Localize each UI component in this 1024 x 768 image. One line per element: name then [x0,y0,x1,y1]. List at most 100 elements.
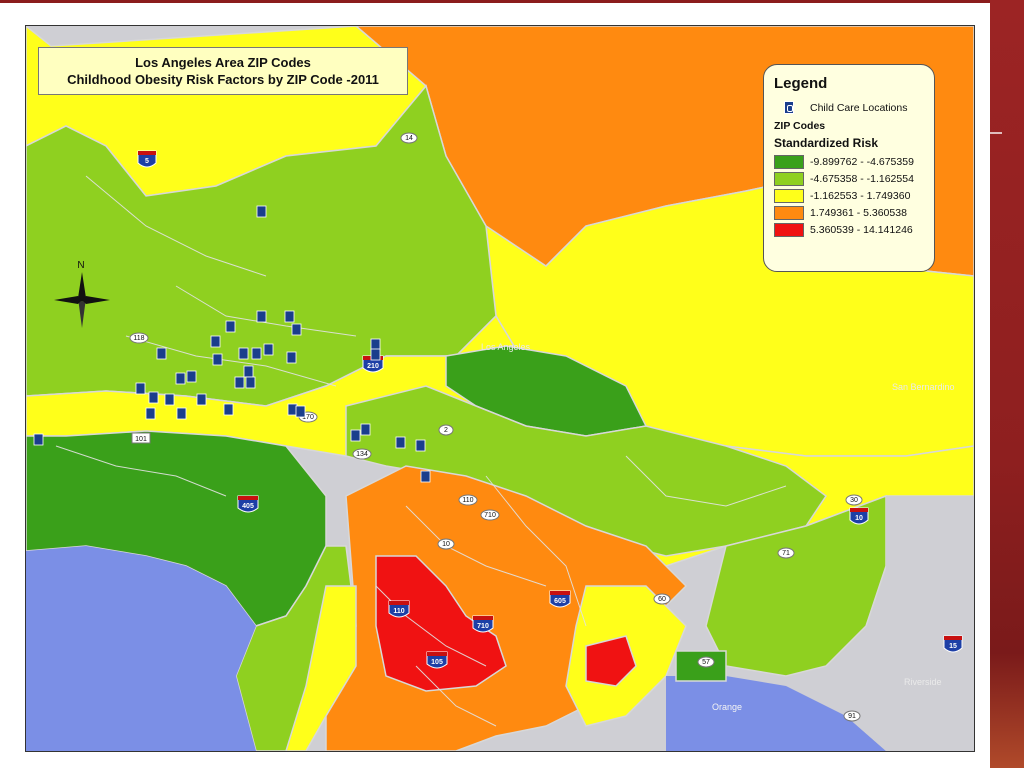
child-care-icon [284,310,295,323]
route-57: 57 [697,656,715,668]
child-care-icon [145,407,156,420]
svg-text:14: 14 [405,135,413,142]
child-care-icon [263,343,274,356]
map-title-box: Los Angeles Area ZIP Codes Childhood Obe… [38,47,408,95]
child-care-icon [148,391,159,404]
legend-swatch [774,222,804,237]
svg-text:170: 170 [302,414,314,421]
interstate-10-shield: 10 [849,507,869,525]
child-care-icon [256,310,267,323]
svg-text:405: 405 [242,503,254,510]
interstate-710-shield: 710 [472,615,494,633]
state-routes: 14 118 101 170 134 2 110 710 10 60 71 30… [129,132,863,722]
zone-very-high-east [585,635,637,687]
child-care-icon [243,365,254,378]
legend-swatch [774,171,804,186]
legend-class-label: 5.360539 - 14.141246 [810,223,913,236]
svg-text:5: 5 [145,158,149,165]
route-118: 118 [129,332,149,344]
svg-text:30: 30 [850,497,858,504]
legend-title: Legend [774,75,828,92]
zone-medium-south-coast [285,585,357,751]
route-60: 60 [653,593,671,605]
place-label-orange: Orange [712,702,743,712]
interstate-15-shield: 15 [943,635,963,653]
child-care-icon [33,433,44,446]
legend-child-care-label: Child Care Locations [810,101,908,114]
child-care-icon [225,320,236,333]
child-care-icon [164,393,175,406]
legend-class-row: 1.749361 - 5.360538 [774,204,924,221]
legend-swatch [774,188,804,203]
ocean-south [666,676,886,751]
svg-text:57: 57 [702,659,710,666]
svg-text:710: 710 [484,512,496,519]
route-134: 134 [352,448,372,460]
child-care-icon [210,335,221,348]
svg-text:10: 10 [855,515,863,522]
interstate-405-shield: 405 [237,495,259,513]
svg-text:605: 605 [554,598,566,605]
legend-zip-codes-label: ZIP Codes [774,120,826,132]
route-14: 14 [400,132,418,144]
child-care-icon [295,405,306,418]
child-care-icon [395,436,406,449]
child-care-icon [175,372,186,385]
legend-class-row: -9.899762 - -4.675359 [774,153,924,170]
svg-text:105: 105 [431,659,443,666]
route-91: 91 [843,710,861,722]
legend-class-label: -1.162553 - 1.749360 [810,189,911,202]
ocean [26,546,256,751]
interstate-5-shield: 5 [137,150,157,168]
place-label-los-angeles: Los Angeles [481,342,531,352]
svg-text:10: 10 [442,541,450,548]
child-care-icon [234,376,245,389]
legend-child-care-row: Child Care Locations [774,99,924,116]
top-rule [0,0,990,3]
child-care-icon [245,376,256,389]
route-30: 30 [845,494,863,506]
map-title-line1: Los Angeles Area ZIP Codes [135,55,311,70]
child-care-icon [251,347,262,360]
svg-text:60: 60 [658,596,666,603]
child-care-icon [291,323,302,336]
child-care-icon [186,370,197,383]
child-care-icon [370,338,381,351]
child-care-icon [370,348,381,361]
interstate-105-shield: 105 [426,651,448,669]
svg-text:210: 210 [367,363,379,370]
child-care-icon [360,423,371,436]
route-101: 101 [131,432,151,444]
svg-text:110: 110 [462,497,473,504]
side-decor-tick [990,132,1002,134]
svg-text:118: 118 [133,335,144,342]
route-710: 710 [480,509,500,521]
place-label-riverside: Riverside [904,677,942,687]
child-care-icon [156,347,167,360]
route-71: 71 [777,547,795,559]
interstate-605-shield: 605 [549,590,571,608]
svg-text:91: 91 [848,713,856,720]
legend-swatch [774,205,804,220]
svg-text:15: 15 [949,643,957,650]
route-2: 2 [438,424,454,436]
legend-swatch [774,154,804,169]
child-care-icon [420,470,431,483]
legend-class-label: -4.675358 - -1.162554 [810,172,914,185]
child-care-icon [223,403,234,416]
legend-class-label: 1.749361 - 5.360538 [810,206,907,219]
map-legend: Legend Child Care Locations ZIP Codes St… [763,64,935,272]
legend-class-row: 5.360539 - 14.141246 [774,221,924,238]
child-care-icon [238,347,249,360]
legend-class-label: -9.899762 - -4.675359 [810,155,914,168]
child-care-icon [176,407,187,420]
child-care-icon [256,205,267,218]
side-decor-band [990,0,1024,768]
zone-low-inland-east [705,494,887,677]
svg-text:134: 134 [356,451,368,458]
north-arrow-compass: N [54,260,110,328]
child-care-icon [415,439,426,452]
place-label-san-bernardino: San Bernardino [892,382,955,392]
no-data-east [846,496,974,751]
north-label: N [77,260,84,271]
